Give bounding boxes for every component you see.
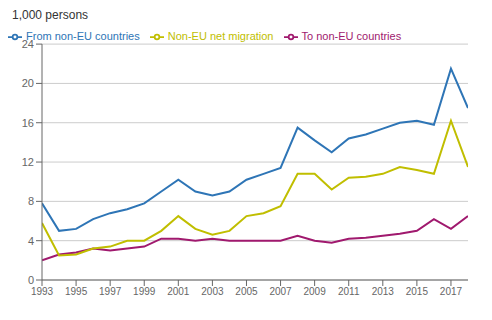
svg-text:2005: 2005	[235, 286, 258, 297]
svg-text:2015: 2015	[406, 286, 429, 297]
svg-text:20: 20	[22, 77, 34, 89]
svg-text:24: 24	[22, 38, 34, 50]
svg-text:2011: 2011	[338, 286, 360, 297]
svg-text:2017: 2017	[440, 286, 463, 297]
svg-text:1997: 1997	[99, 286, 122, 297]
html-text:1,000 persons: 1,000 persons	[12, 8, 89, 22]
svg-text:16: 16	[22, 117, 34, 129]
svg-text:2013: 2013	[372, 286, 395, 297]
svg-text:4: 4	[28, 235, 34, 247]
html-text:From non-EU countries: From non-EU countries	[26, 30, 140, 42]
html-text:Non-EU net migration: Non-EU net migration	[167, 30, 274, 42]
svg-text:0: 0	[28, 274, 34, 286]
svg-text:8: 8	[28, 195, 34, 207]
svg-text:2007: 2007	[269, 286, 292, 297]
svg-text:1999: 1999	[133, 286, 156, 297]
svg-text:2009: 2009	[304, 286, 327, 297]
svg-text:1993: 1993	[31, 286, 54, 297]
svg-text:2003: 2003	[201, 286, 224, 297]
svg-text:1995: 1995	[65, 286, 88, 297]
svg-text:12: 12	[22, 156, 34, 168]
svg-text:2001: 2001	[167, 286, 190, 297]
html-text:To non-EU countries: To non-EU countries	[301, 30, 402, 42]
